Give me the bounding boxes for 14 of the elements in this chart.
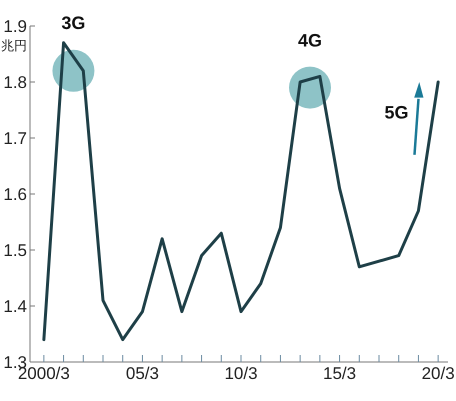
- y-tick-label: 1.5: [3, 241, 27, 260]
- y-tick-label: 1.4: [3, 297, 27, 316]
- annotation: 4G: [298, 30, 322, 51]
- y-tick-label: 1.7: [3, 129, 27, 148]
- y-tick-label: 1.6: [3, 185, 27, 204]
- x-tick-label: 05/3: [126, 364, 159, 383]
- annotation: 5G: [384, 102, 408, 122]
- y-tick-label: 1.9: [3, 17, 27, 36]
- y-axis-title: 兆円: [1, 38, 27, 53]
- annotation: 3G: [61, 12, 86, 33]
- y-tick-label: 1.8: [3, 73, 27, 92]
- x-tick-label: 15/3: [323, 364, 356, 383]
- x-tick-label: 20/3: [422, 364, 455, 383]
- x-tick-label: 10/3: [224, 364, 258, 383]
